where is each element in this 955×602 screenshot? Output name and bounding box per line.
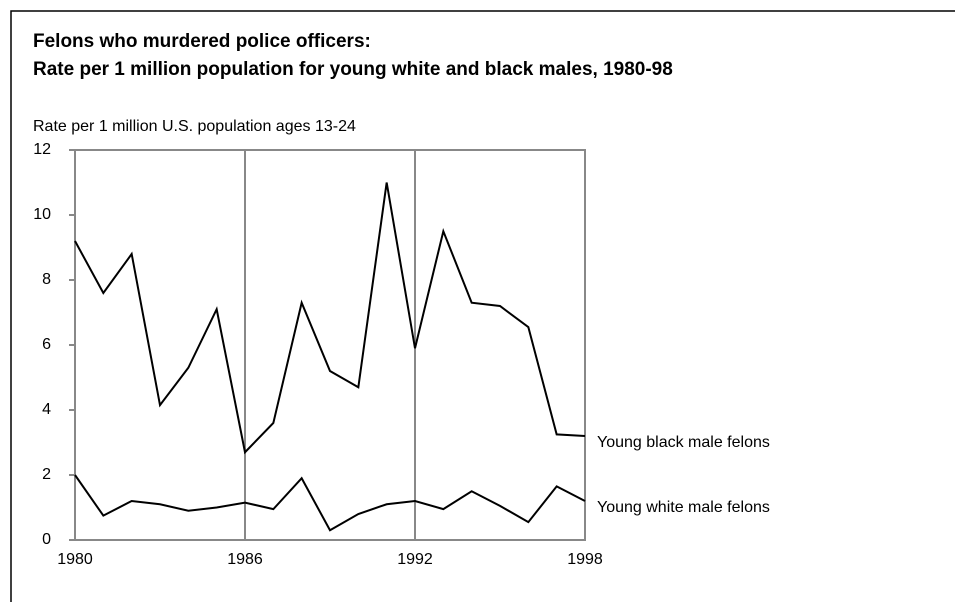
series-label: Young white male felons	[597, 499, 770, 516]
y-axis-label: Rate per 1 million U.S. population ages …	[33, 118, 356, 135]
y-tick-label: 10	[33, 206, 51, 223]
series-label: Young black male felons	[597, 434, 770, 451]
y-tick-label: 6	[42, 336, 51, 353]
x-tick-label: 1998	[567, 551, 603, 568]
frame	[10, 10, 955, 602]
y-tick-label: 4	[42, 401, 51, 418]
y-tick-label: 8	[42, 271, 51, 288]
chart-title: Felons who murdered police officers:	[33, 31, 371, 52]
series-line	[74, 474, 586, 532]
x-tick-label: 1980	[57, 551, 93, 568]
y-tick-label: 12	[33, 141, 51, 158]
plot-area	[74, 149, 586, 541]
series-line	[74, 182, 586, 455]
y-tick-label: 2	[42, 466, 51, 483]
x-tick-label: 1992	[397, 551, 433, 568]
x-tick-label: 1986	[227, 551, 263, 568]
y-tick-label: 0	[42, 531, 51, 548]
chart-subtitle: Rate per 1 million population for young …	[33, 59, 673, 80]
